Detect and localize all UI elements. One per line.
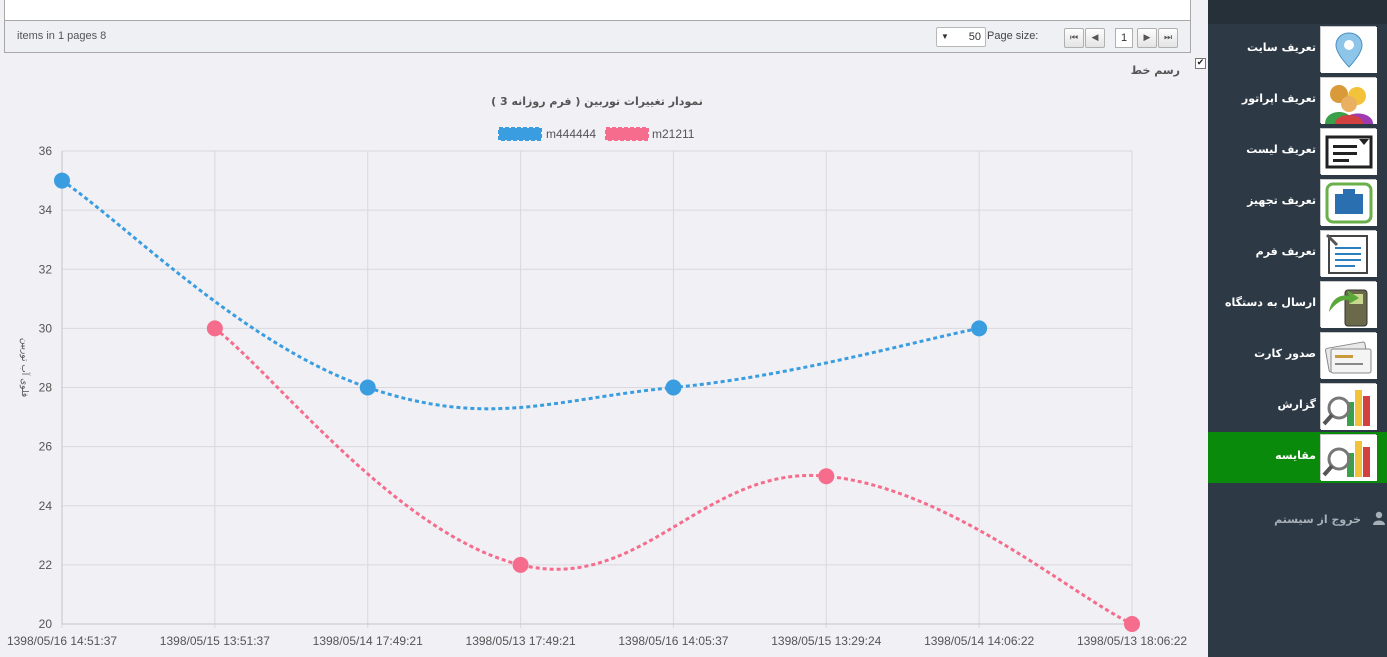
report-chart-icon (1320, 383, 1377, 430)
sidebar-item-3[interactable]: تعریف لیست (1208, 126, 1387, 177)
data-point-m21211 (1124, 616, 1140, 632)
compare-chart-icon (1320, 434, 1377, 481)
x-tick-label: 1398/05/13 18:06:22 (1077, 634, 1187, 648)
user-icon (1373, 511, 1385, 525)
prev-page-button[interactable]: ◀ (1085, 28, 1105, 48)
list-icon (1320, 128, 1377, 175)
sidebar: تعریف سایت تعریف اپراتور تعریف لیست تعریف ت… (1208, 0, 1387, 657)
page-size-value: 50 (968, 31, 981, 43)
logout-link[interactable]: خروج از سیستم (1208, 508, 1387, 532)
users-icon (1320, 77, 1377, 124)
page-size-label: Page size: (987, 30, 1039, 42)
y-tick-label: 36 (39, 144, 53, 158)
grid-body (4, 0, 1191, 20)
y-tick-label: 24 (39, 499, 53, 513)
data-point-m21211 (512, 556, 529, 573)
logout-label: خروج از سیستم (1274, 513, 1361, 526)
sidebar-item-7[interactable]: صدور کارت (1208, 330, 1387, 381)
last-page-icon: ⏭ (1163, 33, 1173, 43)
data-point-m444444 (971, 320, 988, 337)
draw-line-checkbox[interactable]: ✔ (1195, 58, 1206, 69)
series-line-m21211 (213, 327, 1133, 626)
legend-swatch (605, 127, 649, 141)
data-point-m444444 (54, 172, 70, 189)
legend-label: m444444 (546, 127, 596, 141)
sidebar-item-label: تعریف لیست (1246, 143, 1316, 156)
sidebar-item-label: گزارش (1277, 398, 1316, 411)
x-tick-label: 1398/05/15 13:51:37 (160, 634, 270, 648)
sidebar-item-6[interactable]: ارسال به دستگاه (1208, 279, 1387, 330)
next-page-button[interactable]: ▶ (1137, 28, 1157, 48)
sidebar-item-label: مقایسه (1275, 449, 1316, 462)
x-tick-label: 1398/05/13 17:49:21 (466, 634, 576, 648)
y-tick-label: 22 (39, 558, 53, 572)
x-tick-label: 1398/05/16 14:51:37 (7, 634, 117, 648)
sidebar-item-5[interactable]: تعریف فرم (1208, 228, 1387, 279)
x-tick-label: 1398/05/16 14:05:37 (618, 634, 728, 648)
y-tick-label: 32 (39, 262, 53, 276)
last-page-button[interactable]: ⏭ (1158, 28, 1178, 48)
x-tick-label: 1398/05/14 14:06:22 (924, 634, 1034, 648)
data-point-m21211 (818, 468, 835, 485)
data-point-m444444 (665, 379, 682, 396)
x-tick-label: 1398/05/15 13:29:24 (771, 634, 881, 648)
sidebar-item-9[interactable]: مقایسه (1208, 432, 1387, 483)
sidebar-header (1208, 0, 1387, 24)
x-tick-label: 1398/05/14 17:49:21 (313, 634, 423, 648)
next-page-icon: ▶ (1143, 33, 1151, 43)
y-axis-label: فلوی آب توربین (19, 338, 31, 397)
legend-swatch (498, 127, 542, 141)
y-tick-label: 26 (39, 440, 53, 454)
card-icon (1320, 332, 1377, 379)
device-icon (1320, 179, 1377, 226)
form-icon (1320, 230, 1377, 277)
y-tick-label: 30 (39, 321, 53, 335)
sidebar-item-4[interactable]: تعریف تجهیز (1208, 177, 1387, 228)
data-point-m21211 (206, 320, 223, 337)
pager-info: items in 1 pages 8 (17, 30, 107, 42)
first-page-button[interactable]: ⏮ (1064, 28, 1084, 48)
draw-line-toggle[interactable]: ✔ رسم خط (1120, 58, 1206, 77)
sidebar-item-label: تعریف تجهیز (1247, 194, 1316, 207)
prev-page-icon: ◀ (1091, 33, 1099, 43)
sidebar-item-label: تعریف اپراتور (1241, 92, 1316, 105)
chevron-down-icon: ▼ (941, 32, 949, 41)
data-point-m444444 (359, 379, 376, 396)
sidebar-item-label: صدور کارت (1254, 347, 1316, 360)
sidebar-item-8[interactable]: گزارش (1208, 381, 1387, 432)
legend-label: m21211 (652, 127, 695, 141)
y-tick-label: 34 (39, 203, 53, 217)
sidebar-item-1[interactable]: تعریف سایت (1208, 24, 1387, 75)
page-size-select[interactable]: ▼ 50 (936, 27, 986, 47)
sidebar-item-label: تعریف سایت (1247, 41, 1316, 54)
pager-bar: items in 1 pages 8 ▼ 50 Page size: ⏮ ◀ 1… (4, 20, 1191, 53)
sidebar-item-label: تعریف فرم (1255, 245, 1316, 258)
map-pin-icon (1320, 26, 1377, 73)
sidebar-item-2[interactable]: تعریف اپراتور (1208, 75, 1387, 126)
y-tick-label: 28 (39, 381, 53, 395)
y-tick-label: 20 (39, 617, 53, 631)
draw-line-label: رسم خط (1130, 64, 1180, 77)
chart-title: ( نمودار تغییرات توربین ( فرم روزانه 3 (491, 95, 703, 108)
first-page-icon: ⏮ (1069, 33, 1079, 43)
line-chart: 20 22 24 26 28 30 32 34 36 1398/05/16 14:51:37 139… (7, 95, 1187, 648)
sidebar-item-label: ارسال به دستگاه (1224, 296, 1316, 309)
current-page-input[interactable]: 1 (1115, 28, 1133, 48)
handheld-send-icon (1320, 281, 1377, 328)
